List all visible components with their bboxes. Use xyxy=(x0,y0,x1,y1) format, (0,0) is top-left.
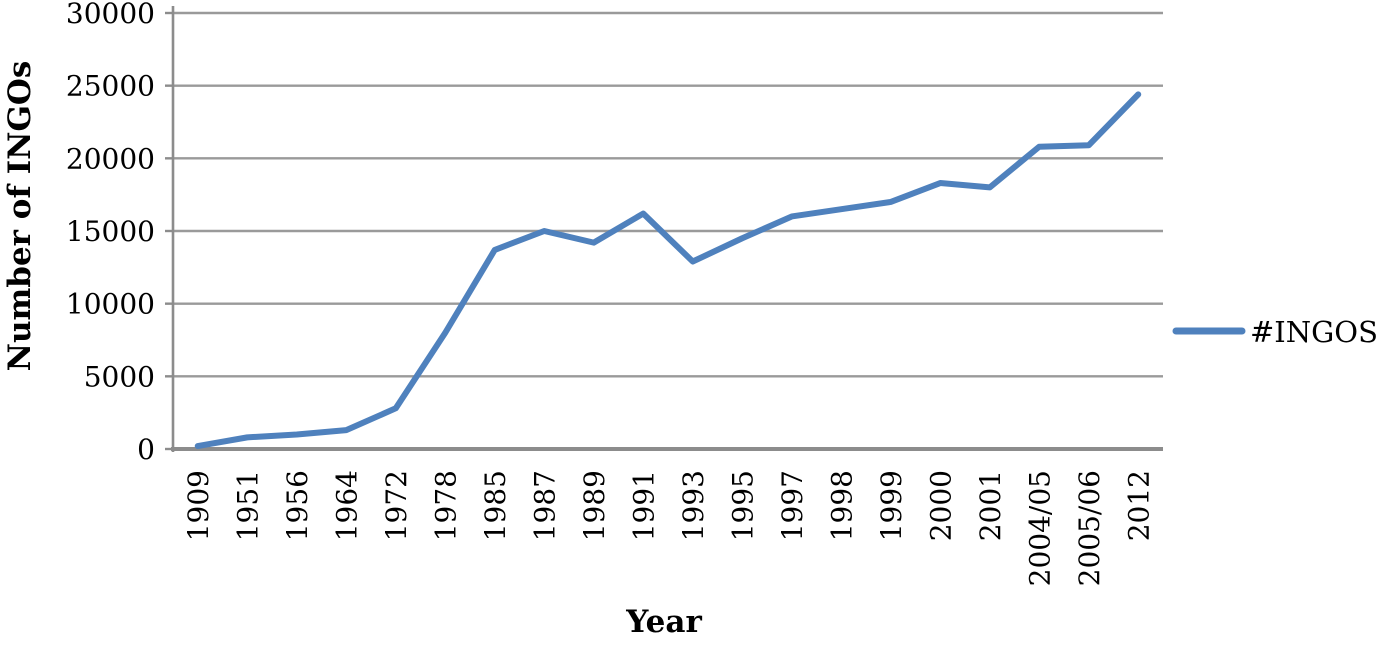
legend: #INGOS xyxy=(1172,315,1378,349)
y-tick-label: 30000 xyxy=(66,0,155,30)
y-tick-label: 25000 xyxy=(66,70,155,103)
x-axis-title: Year xyxy=(625,604,702,640)
y-axis-title: Number of INGOs xyxy=(2,61,38,372)
x-tick-label: 1978 xyxy=(429,470,462,541)
x-tick-label: 1995 xyxy=(726,470,759,541)
y-tick-label: 10000 xyxy=(66,288,155,321)
legend-series-label: #INGOS xyxy=(1250,315,1378,349)
x-tick-label: 2012 xyxy=(1122,470,1155,541)
y-tick-label: 15000 xyxy=(66,215,155,248)
x-tick-label: 1909 xyxy=(182,470,215,541)
y-tick-label: 0 xyxy=(137,433,155,466)
data-series xyxy=(194,91,1142,450)
x-tick-label: 2001 xyxy=(974,470,1007,541)
axes xyxy=(165,6,1163,452)
x-tick-label: 2004/05 xyxy=(1023,470,1056,586)
x-tick-label: 1987 xyxy=(528,470,561,541)
y-axis-tick-labels: 0 5000 10000 15000 20000 25000 30000 xyxy=(66,0,155,466)
x-tick-label: 1999 xyxy=(875,470,908,541)
x-tick-label: 1997 xyxy=(776,470,809,541)
x-tick-label: 1972 xyxy=(380,470,413,541)
x-tick-label: 2005/06 xyxy=(1073,470,1106,586)
x-tick-label: 1964 xyxy=(330,470,363,541)
x-tick-label: 1989 xyxy=(578,470,611,541)
ingos-series-line xyxy=(194,91,1142,450)
gridlines xyxy=(173,11,1163,378)
y-tick-label: 20000 xyxy=(66,142,155,175)
x-tick-label: 1991 xyxy=(627,470,660,541)
x-tick-label: 1993 xyxy=(677,470,710,541)
x-tick-label: 1998 xyxy=(825,470,858,541)
x-tick-label: 2000 xyxy=(924,470,957,541)
x-tick-label: 1985 xyxy=(479,470,512,541)
x-tick-label: 1956 xyxy=(281,470,314,541)
x-tick-label: 1951 xyxy=(231,470,264,541)
y-tick-label: 5000 xyxy=(84,360,155,393)
x-axis-tick-labels: 1909 1951 1956 1964 1972 1978 1985 1987 1989 1991… xyxy=(182,470,1156,586)
